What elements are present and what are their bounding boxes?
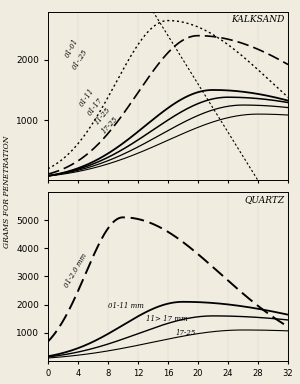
- Text: QUARTZ: QUARTZ: [244, 195, 284, 204]
- Text: 17-25: 17-25: [176, 329, 196, 337]
- Text: 01-.25: 01-.25: [70, 48, 89, 71]
- Text: 01-2.0 mm: 01-2.0 mm: [63, 252, 89, 290]
- Text: KALKSAND: KALKSAND: [231, 15, 284, 23]
- Text: 11> 17 mm: 11> 17 mm: [146, 315, 187, 323]
- Text: 01-17: 01-17: [85, 96, 104, 117]
- Text: GRAMS FOR PENETRATION: GRAMS FOR PENETRATION: [4, 136, 11, 248]
- Text: 01-11: 01-11: [78, 86, 96, 108]
- Text: 11-25: 11-25: [93, 106, 112, 126]
- Text: 01-11 mm: 01-11 mm: [108, 302, 144, 310]
- Text: 01-01: 01-01: [63, 37, 80, 59]
- Text: 17-25: 17-25: [100, 115, 120, 135]
